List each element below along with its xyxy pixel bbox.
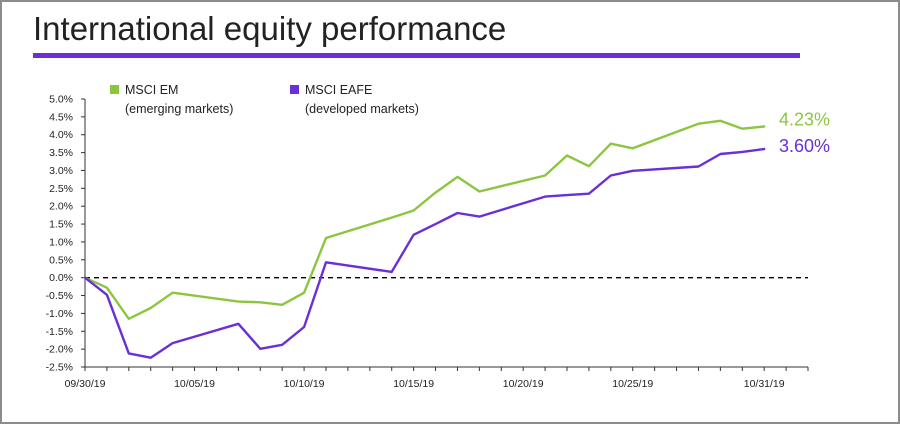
series-line-em <box>83 119 766 320</box>
legend-sublabel-eafe: (developed markets) <box>305 102 419 116</box>
series-line-eafe <box>83 147 766 359</box>
x-tick-label: 10/10/19 <box>284 378 325 390</box>
legend-label-eafe: MSCI EAFE <box>305 83 372 97</box>
y-tick-label: 2.0% <box>49 201 73 213</box>
y-tick-label: 5.0% <box>49 94 73 106</box>
y-tick-label: -1.0% <box>46 308 73 320</box>
y-tick-label: 2.5% <box>49 183 73 195</box>
title-underline <box>33 53 800 58</box>
y-tick-label: 4.0% <box>49 129 73 141</box>
legend-sublabel-em: (emerging markets) <box>125 102 233 116</box>
x-tick-label: 10/05/19 <box>174 378 215 390</box>
y-tick-label: 4.5% <box>49 111 73 123</box>
x-tick-label: 10/15/19 <box>393 378 434 390</box>
y-tick-label: -0.5% <box>46 290 73 302</box>
y-tick-label: 3.5% <box>49 147 73 159</box>
end-label-eafe: 3.60% <box>779 136 830 156</box>
x-tick-label: 10/20/19 <box>503 378 544 390</box>
chart-title: International equity performance <box>33 10 507 47</box>
legend-swatch-em <box>110 85 119 94</box>
y-tick-label: 3.0% <box>49 165 73 177</box>
y-tick-label: -1.5% <box>46 326 73 338</box>
y-tick-label: 0.5% <box>49 254 73 266</box>
y-tick-label: 1.0% <box>49 236 73 248</box>
x-tick-label: 10/31/19 <box>744 378 785 390</box>
y-tick-label: -2.5% <box>46 362 73 374</box>
legend-label-em: MSCI EM <box>125 83 178 97</box>
y-tick-label: -2.0% <box>46 344 73 356</box>
x-tick-label: 10/25/19 <box>612 378 653 390</box>
y-tick-label: 0.0% <box>49 272 73 284</box>
end-label-em: 4.23% <box>779 110 830 130</box>
legend-swatch-eafe <box>290 85 299 94</box>
y-tick-label: 1.5% <box>49 219 73 231</box>
x-tick-label: 09/30/19 <box>65 378 106 390</box>
